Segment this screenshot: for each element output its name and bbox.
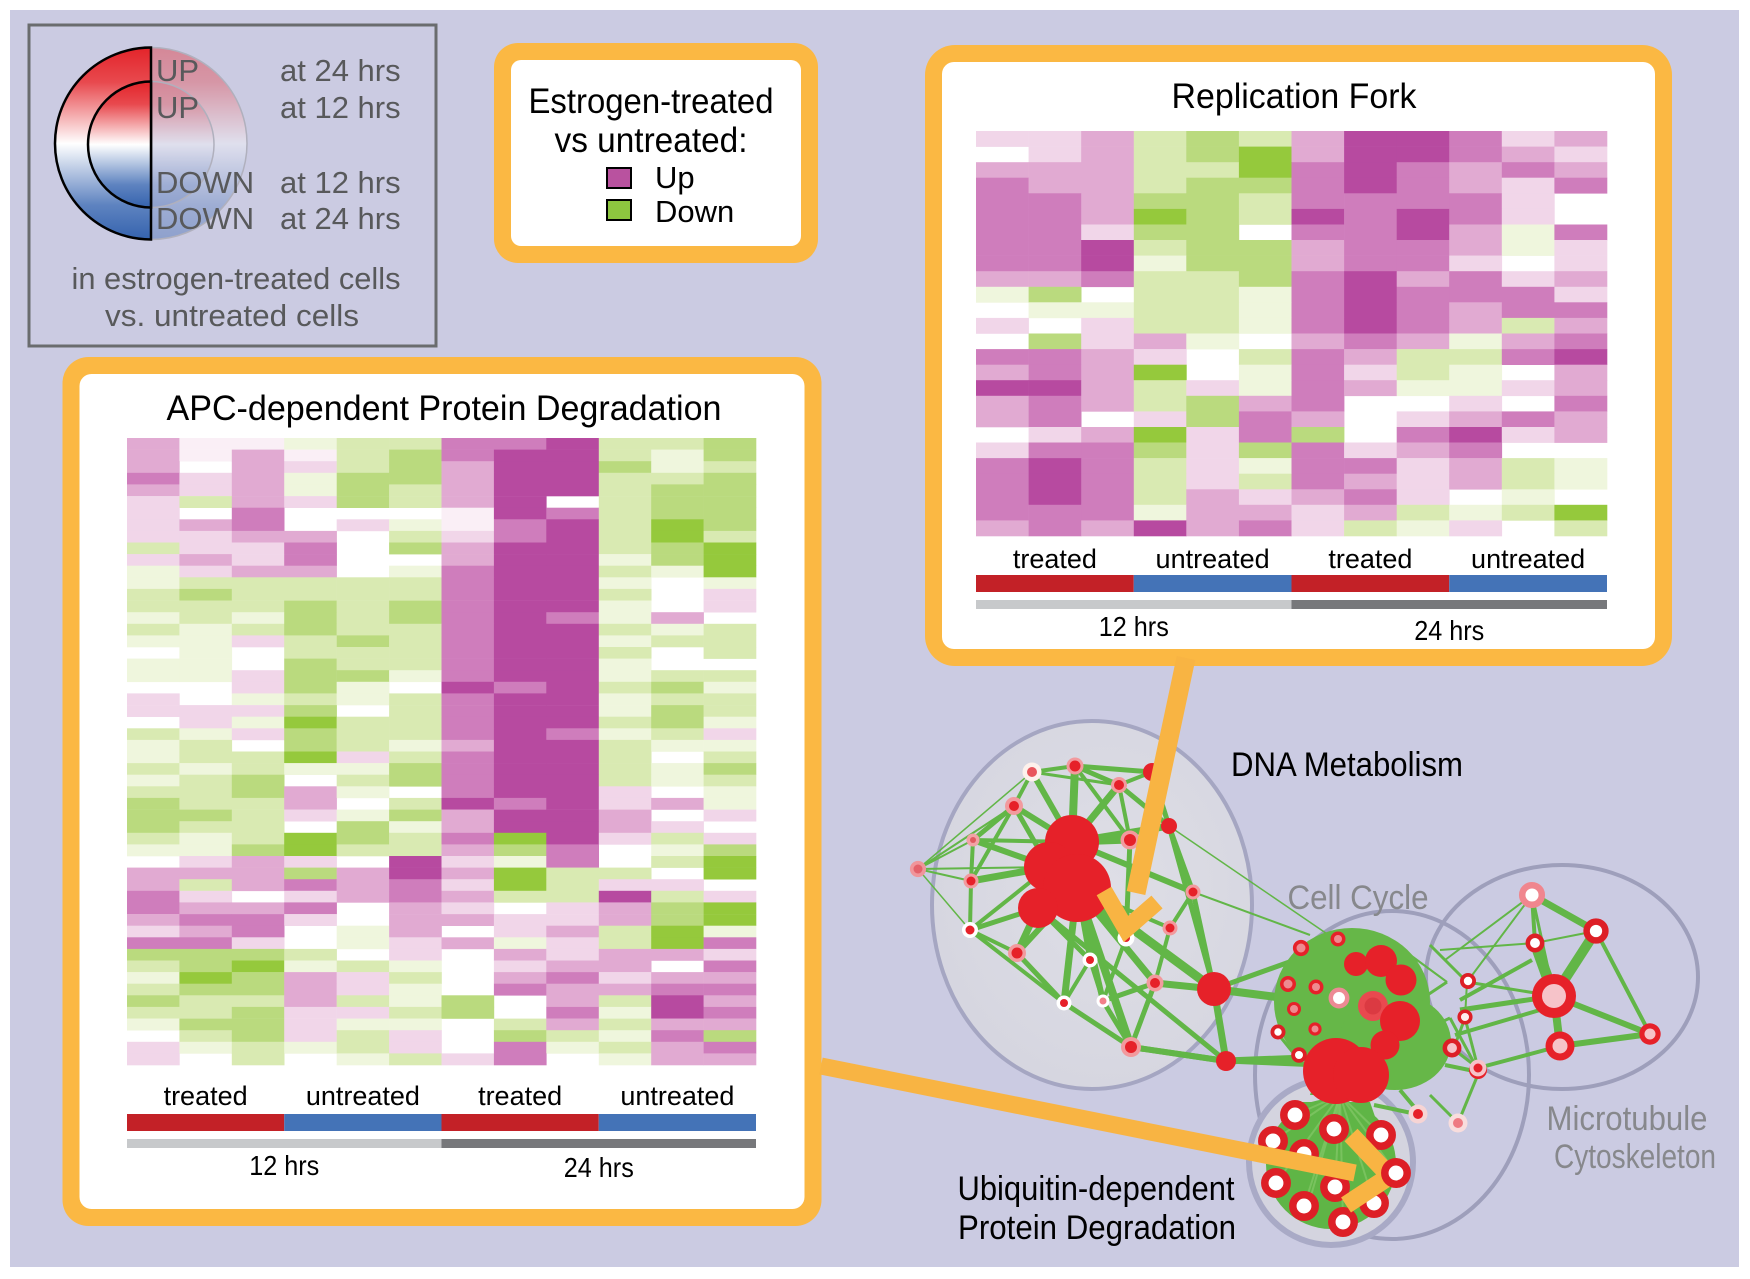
svg-text:Estrogen-treated: Estrogen-treated (529, 82, 774, 121)
svg-text:in estrogen-treated cells: in estrogen-treated cells (72, 261, 401, 296)
svg-text:DOWN: DOWN (156, 201, 254, 236)
svg-text:DOWN: DOWN (156, 165, 254, 200)
svg-text:Down: Down (655, 194, 734, 229)
svg-text:24 hrs: 24 hrs (564, 1152, 634, 1183)
svg-text:treated: treated (1328, 544, 1412, 574)
svg-text:at 12 hrs: at 12 hrs (280, 90, 401, 125)
svg-text:UP: UP (156, 53, 199, 88)
svg-text:24 hrs: 24 hrs (1414, 615, 1484, 646)
svg-text:at 24 hrs: at 24 hrs (280, 53, 401, 88)
svg-text:Cytoskeleton: Cytoskeleton (1554, 1138, 1716, 1176)
svg-text:Cell Cycle: Cell Cycle (1288, 879, 1429, 917)
svg-text:untreated: untreated (1471, 544, 1585, 574)
svg-text:Ubiquitin-dependent: Ubiquitin-dependent (958, 1170, 1236, 1208)
svg-text:untreated: untreated (620, 1081, 734, 1111)
svg-text:Protein Degradation: Protein Degradation (958, 1209, 1236, 1247)
svg-text:12 hrs: 12 hrs (249, 1150, 319, 1181)
svg-text:Replication Fork: Replication Fork (1172, 77, 1417, 116)
svg-text:Microtubule: Microtubule (1547, 1100, 1708, 1138)
svg-text:APC-dependent Protein Degradat: APC-dependent Protein Degradation (167, 389, 722, 428)
svg-text:treated: treated (478, 1081, 562, 1111)
svg-text:DNA Metabolism: DNA Metabolism (1231, 746, 1463, 784)
svg-text:UP: UP (156, 90, 199, 125)
svg-text:treated: treated (164, 1081, 248, 1111)
svg-text:at 24 hrs: at 24 hrs (280, 201, 401, 236)
svg-text:untreated: untreated (1156, 544, 1270, 574)
svg-text:vs untreated:: vs untreated: (555, 121, 748, 160)
svg-text:at 12 hrs: at 12 hrs (280, 165, 401, 200)
svg-text:untreated: untreated (306, 1081, 420, 1111)
svg-text:12 hrs: 12 hrs (1099, 611, 1169, 642)
svg-text:treated: treated (1013, 544, 1097, 574)
svg-text:Up: Up (655, 160, 695, 195)
svg-text:vs. untreated cells: vs. untreated cells (105, 298, 359, 333)
